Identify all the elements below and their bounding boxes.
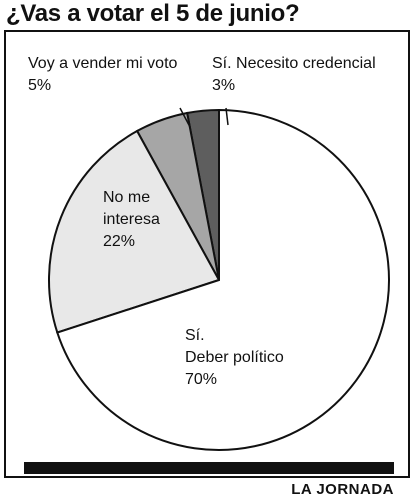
chart-title: ¿Vas a votar el 5 de junio? [6, 0, 300, 27]
label-deber-politico: Sí. Deber político 70% [185, 327, 284, 388]
source-label: LA JORNADA [291, 481, 394, 498]
label-no-me-interesa: No me interesa 22% [103, 189, 160, 250]
pie-slice-no-me-interesa [48, 129, 221, 334]
label-necesito-credencial: Sí. Necesito credencial 3% [212, 55, 376, 94]
leader-line-vender-voto [179, 107, 191, 128]
pie-slice-deber-politico [56, 108, 390, 451]
leader-line-necesito-credencial [225, 107, 229, 126]
bottom-bar [24, 462, 394, 474]
label-vender-voto: Voy a vender mi voto 5% [28, 55, 178, 94]
chart-frame [4, 30, 410, 478]
